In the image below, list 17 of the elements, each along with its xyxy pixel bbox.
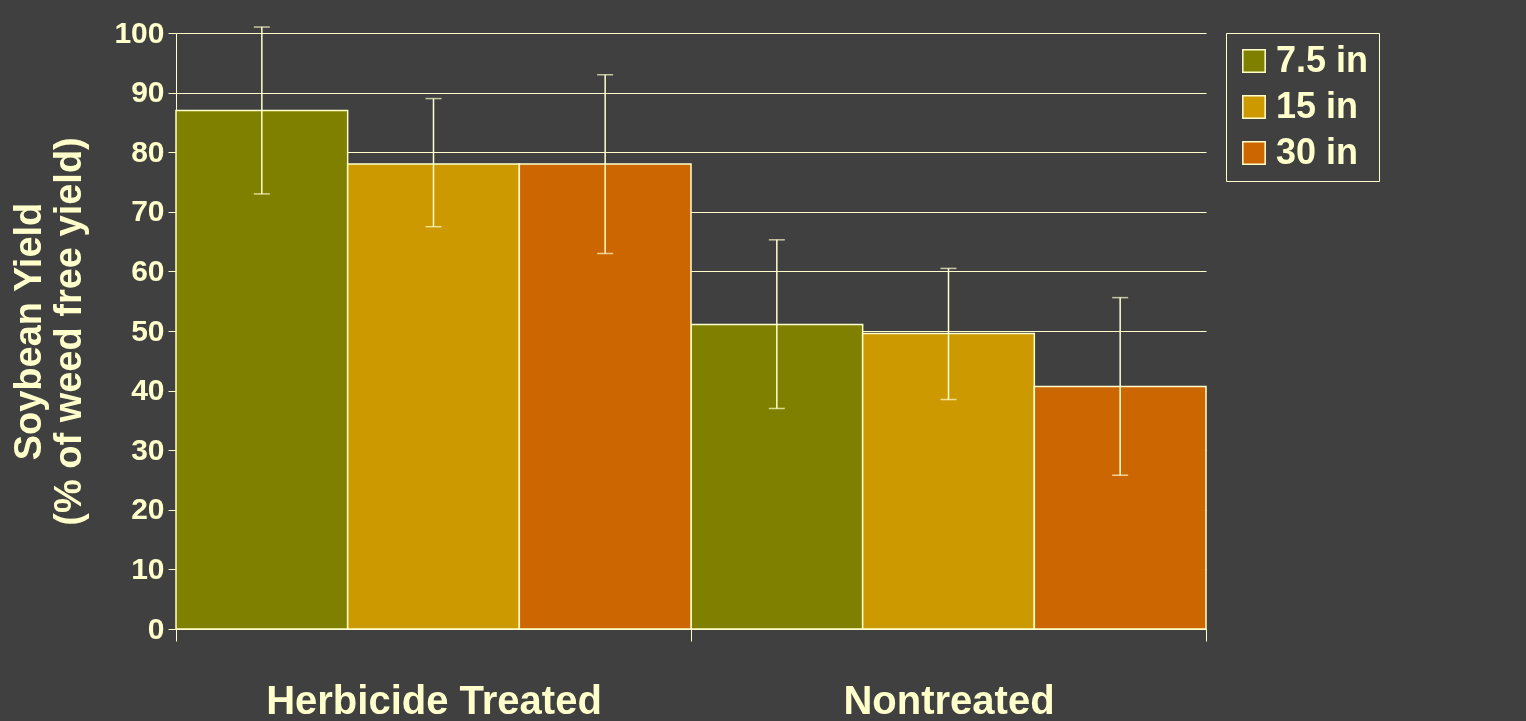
legend-label: 15 in [1276,85,1359,126]
y-tick-label: 50 [131,313,165,347]
y-tick-label: 70 [131,194,165,228]
y-tick-label: 10 [131,551,165,585]
y-tick-label: 60 [131,253,165,287]
legend-label: 7.5 in [1276,39,1369,80]
y-tick-label: 20 [131,492,165,526]
y-tick-label: 100 [114,15,165,49]
y-tick-label: 30 [131,432,165,466]
y-tick-label: 90 [131,75,165,109]
y-axis-title: Soybean Yield (% of weed free yield) [7,137,90,526]
legend-label: 30 in [1276,131,1359,172]
y-tick-label: 80 [131,134,165,168]
x-tick-label: Herbicide Treated [266,677,602,721]
y-tick-label: 40 [131,373,165,407]
x-tick-label: Nontreated [843,677,1055,721]
y-tick-label: 0 [147,611,165,645]
